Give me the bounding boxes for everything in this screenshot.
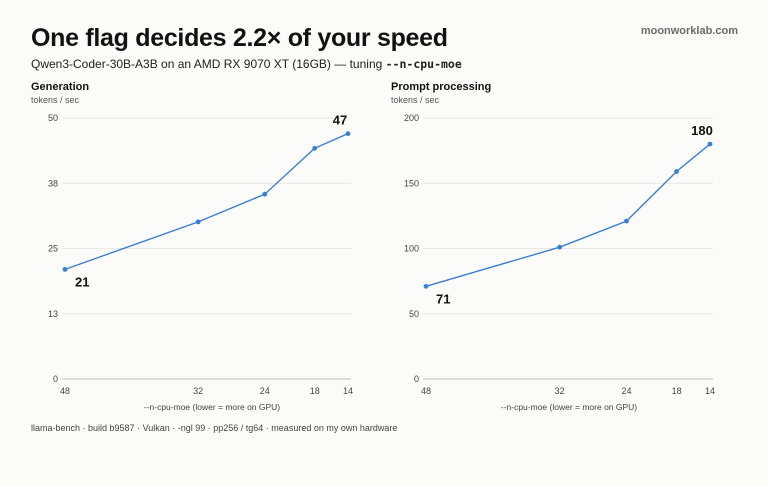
y-tick-label: 25 xyxy=(48,244,58,254)
x-tick-label: 18 xyxy=(672,386,682,396)
data-point xyxy=(423,283,429,289)
subtitle: Qwen3-Coder-30B-A3B on an AMD RX 9070 XT… xyxy=(31,57,462,71)
data-point xyxy=(345,131,351,137)
y-tick-label: 0 xyxy=(414,374,419,384)
data-point xyxy=(195,219,201,225)
x-tick-label: 48 xyxy=(60,386,70,396)
data-point xyxy=(557,244,563,250)
x-tick-label: 32 xyxy=(193,386,203,396)
x-tick-label: 48 xyxy=(421,386,431,396)
data-point xyxy=(262,191,268,197)
x-tick-label: 14 xyxy=(705,386,715,396)
chart-generation: 0 13 25 38 50 48 32 24 18 14 --n-cpu-moe (lower = … xyxy=(48,113,353,412)
data-label: 180 xyxy=(691,123,713,138)
data-point xyxy=(707,141,713,147)
y-tick-label: 0 xyxy=(53,374,58,384)
data-point xyxy=(624,218,629,224)
y-tick-label: 13 xyxy=(48,309,58,319)
x-axis-label: --n-cpu-moe (lower = more on GPU) xyxy=(144,402,280,412)
y-tick-label: 50 xyxy=(48,113,58,123)
chart-title-generation: Generation xyxy=(31,81,90,93)
x-tick-label: 24 xyxy=(621,386,631,396)
x-tick-label: 14 xyxy=(343,386,353,396)
data-point xyxy=(62,266,68,272)
chart-unit-prompt: tokens / sec xyxy=(391,95,440,105)
data-label: 47 xyxy=(333,113,347,128)
series-line xyxy=(425,143,711,288)
y-tick-label: 38 xyxy=(48,178,58,188)
data-label: 21 xyxy=(75,274,89,289)
chart-prompt-processing: 0 50 100 150 200 48 32 24 18 14 --n-cpu-moe (lower… xyxy=(404,113,715,412)
data-point xyxy=(312,145,318,151)
subtitle-flag: --n-cpu-moe xyxy=(385,57,462,71)
data-point xyxy=(674,169,679,174)
footer-note: llama-bench · build b9587 · Vulkan · -ng… xyxy=(31,423,398,433)
chart-unit-generation: tokens / sec xyxy=(31,95,80,105)
page-title: One flag decides 2.2× of your speed xyxy=(31,24,448,52)
x-tick-label: 24 xyxy=(260,386,270,396)
x-tick-label: 18 xyxy=(310,386,320,396)
brand-label: moonworklab.com xyxy=(640,25,738,37)
y-tick-label: 100 xyxy=(404,244,419,254)
subtitle-text: Qwen3-Coder-30B-A3B on an AMD RX 9070 XT… xyxy=(31,57,386,71)
series-line xyxy=(64,133,349,271)
y-tick-label: 50 xyxy=(409,309,419,319)
data-label: 71 xyxy=(436,291,450,306)
x-tick-label: 32 xyxy=(555,386,565,396)
y-tick-label: 150 xyxy=(404,178,419,188)
x-axis-label: --n-cpu-moe (lower = more on GPU) xyxy=(501,402,637,412)
y-tick-label: 200 xyxy=(404,113,419,123)
chart-title-prompt: Prompt processing xyxy=(391,81,492,93)
